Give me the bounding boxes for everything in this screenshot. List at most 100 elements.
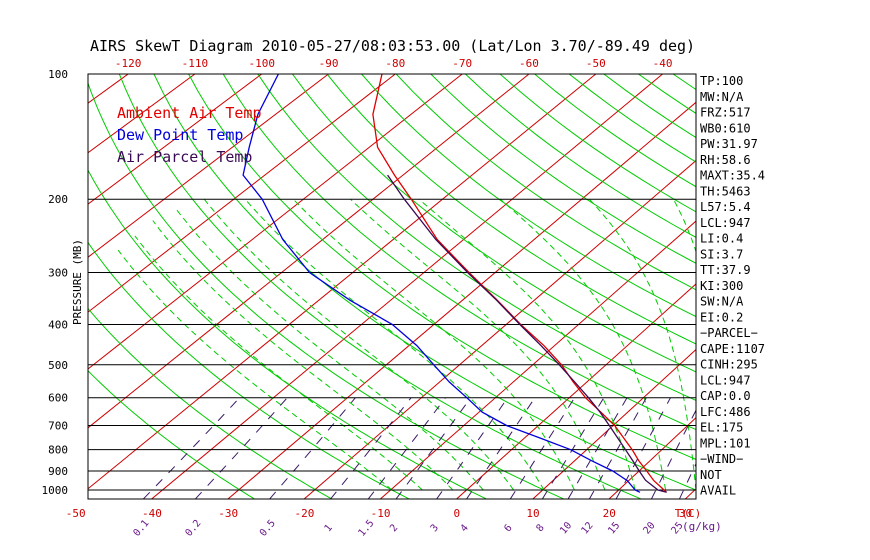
isotherm-line <box>88 74 530 429</box>
pressure-tick-label: 400 <box>48 318 68 331</box>
top-temp-tick-label: -100 <box>248 57 275 70</box>
isotherm-line <box>762 74 870 499</box>
mixing-ratio-label: 6 <box>502 523 514 535</box>
index-label: LFC:486 <box>700 405 751 419</box>
y-axis-label: PRESSURE (MB) <box>71 239 84 325</box>
isotherm-line <box>304 159 696 499</box>
index-label: SI:3.7 <box>700 247 743 261</box>
mixing-ratio-label: 3 <box>429 523 441 535</box>
mixing-ratio-label: 10 <box>558 520 574 536</box>
moist-adiabat-line <box>244 198 545 491</box>
index-label: LCL:947 <box>700 216 751 230</box>
moist-adiabat-line <box>292 198 575 491</box>
index-label: TT:37.9 <box>700 263 751 277</box>
index-label: CAPE:1107 <box>700 342 765 356</box>
isotherm-line <box>0 74 61 499</box>
mixing-ratio-label: 2 <box>388 523 400 535</box>
moist-adiabat-line <box>152 220 454 491</box>
index-label: MW:N/A <box>700 90 744 104</box>
moist-adiabat-line <box>203 198 515 491</box>
dry-adiabat-line <box>222 74 696 431</box>
bottom-temp-tick-label: -30 <box>218 507 238 520</box>
index-label: SW:N/A <box>700 295 744 309</box>
isotherm-line <box>88 74 196 154</box>
index-label: CINH:295 <box>700 358 758 372</box>
pressure-tick-label: 500 <box>48 359 68 372</box>
pressure-tick-label: 900 <box>48 465 68 478</box>
dewpoint-temp-line <box>242 74 641 493</box>
index-label: PW:31.97 <box>700 137 758 151</box>
bottom-temp-tick-label: 20 <box>603 507 616 520</box>
mixing-ratio-label: 8 <box>534 523 546 535</box>
moist-adiabat-line <box>117 249 393 491</box>
index-label: NOT <box>700 468 722 482</box>
isotherm-line <box>88 74 329 258</box>
top-temp-tick-label: -120 <box>115 57 142 70</box>
mixing-ratio-label: 1.5 <box>357 518 377 539</box>
bottom-temp-tick-label: 10 <box>526 507 539 520</box>
dry-adiabat-line <box>777 74 870 499</box>
pressure-tick-label: 100 <box>48 68 68 81</box>
index-label: MPL:101 <box>700 436 751 450</box>
dry-adiabat-line <box>395 74 696 291</box>
index-label: TP:100 <box>700 74 743 88</box>
mixing-ratio-line <box>436 397 509 499</box>
bottom-temp-tick-label: 0 <box>454 507 461 520</box>
dry-adiabat-line <box>361 74 696 318</box>
moist-adiabat-line <box>588 198 696 491</box>
index-label: L57:5.4 <box>700 200 751 214</box>
index-label: RH:58.6 <box>700 153 751 167</box>
bottom-temp-tick-label: -20 <box>294 507 314 520</box>
dry-adiabat-line <box>257 74 696 401</box>
parcel-temp-line <box>387 174 667 493</box>
index-label: −WIND− <box>700 452 743 466</box>
index-label: CAP:0.0 <box>700 389 751 403</box>
isotherm-line <box>456 283 696 499</box>
mixing-ratio-label: 4 <box>459 523 471 535</box>
mixing-ratio-label: 20 <box>642 520 658 536</box>
dry-adiabat-line <box>88 169 487 499</box>
index-label: LI:0.4 <box>700 232 743 246</box>
pressure-tick-label: 1000 <box>42 484 69 497</box>
index-label: MAXT:35.4 <box>700 169 765 183</box>
dry-adiabat-line <box>326 74 696 345</box>
isotherm-line <box>151 74 663 499</box>
mixing-ratio-label: 12 <box>580 520 596 536</box>
dry-adiabat-line <box>188 74 696 460</box>
pressure-tick-label: 200 <box>48 193 68 206</box>
isotherm-line <box>88 74 262 205</box>
bottom-temp-tick-label: -10 <box>371 507 391 520</box>
mixing-ratio-line <box>269 397 356 499</box>
mixing-ratio-line <box>509 397 576 499</box>
mixing-ratio-label: 0.1 <box>132 518 152 539</box>
mixing-ratio-label: 15 <box>606 520 622 536</box>
chart-title: AIRS SkewT Diagram 2010-05-27/08:03:53.0… <box>90 37 695 55</box>
mixing-ratio-line <box>679 462 696 499</box>
pressure-tick-label: 600 <box>48 392 68 405</box>
index-label: WB0:610 <box>700 121 751 135</box>
mixing-ratio-unit-label: (g/kg) <box>682 520 722 533</box>
index-label: LCL:947 <box>700 373 751 387</box>
mixing-ratio-line <box>143 397 240 499</box>
top-temp-tick-label: -60 <box>519 57 539 70</box>
dry-adiabat-line <box>153 74 696 491</box>
isotherm-line <box>88 74 396 313</box>
legend-entry: Dew Point Temp <box>117 126 243 144</box>
bottom-temp-tick-label: -50 <box>66 507 86 520</box>
bottom-temp-tick-label: -40 <box>142 507 162 520</box>
top-temp-tick-label: -90 <box>319 57 339 70</box>
mixing-ratio-label: 1 <box>323 523 335 535</box>
pressure-tick-label: 800 <box>48 444 68 457</box>
dry-adiabat-line <box>742 74 870 499</box>
dry-adiabat-line <box>88 81 564 499</box>
index-label: TH:5463 <box>700 184 751 198</box>
top-temp-tick-label: -70 <box>452 57 472 70</box>
dry-adiabat-line <box>465 74 696 238</box>
index-label: AVAIL <box>700 484 736 498</box>
index-label: KI:300 <box>700 279 743 293</box>
isotherm-line <box>88 74 463 370</box>
mixing-ratio-line <box>542 397 605 499</box>
moist-adiabat-line <box>174 207 484 491</box>
isotherm-line <box>227 101 696 499</box>
